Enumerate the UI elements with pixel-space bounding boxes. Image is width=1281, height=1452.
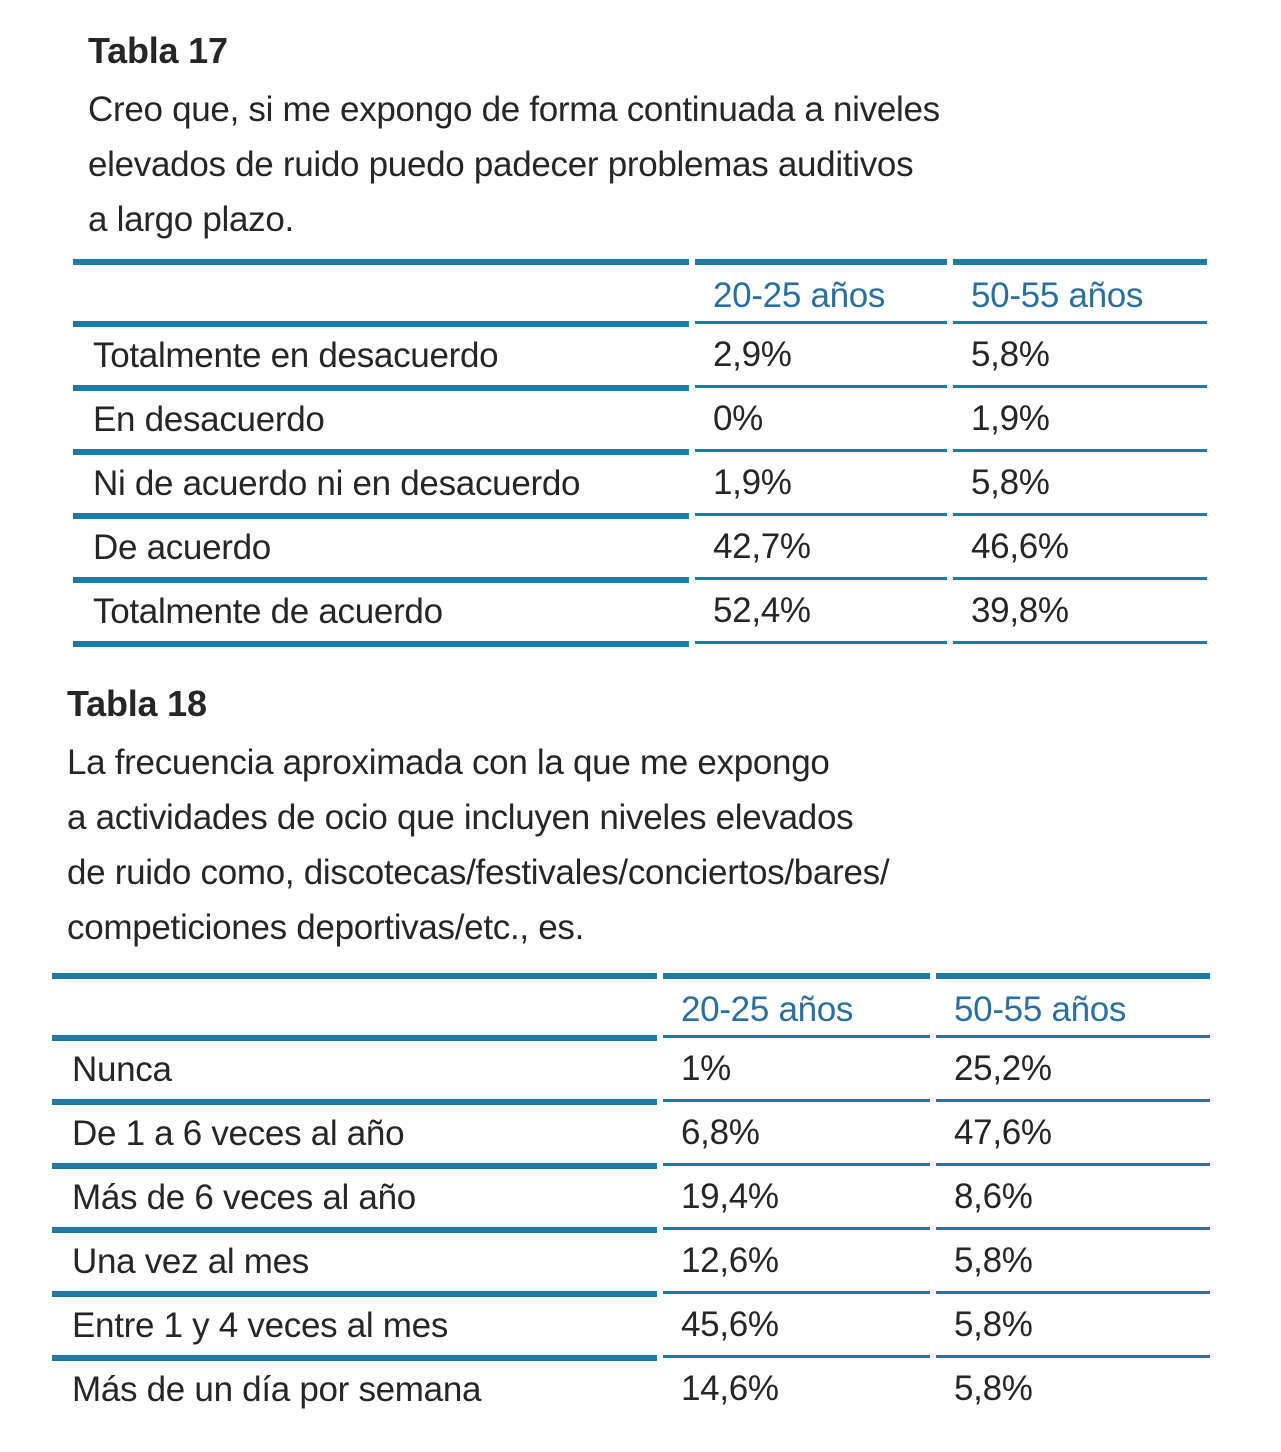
table-row-label: Entre 1 y 4 veces al mes [52, 1291, 657, 1355]
table-cell-value: 39,8% [953, 577, 1207, 641]
table-cell-value: 8,6% [936, 1163, 1210, 1227]
table-18-column-header-50-55: 50-55 años [936, 973, 1210, 1035]
table-cell-value: 52,4% [695, 577, 947, 641]
table-row-label: En desacuerdo [73, 385, 689, 449]
table-cell-value: 19,4% [663, 1163, 930, 1227]
description-line: a largo plazo. [88, 200, 294, 239]
table-17-corner-cell [73, 259, 689, 321]
table-cell-value: 5,8% [953, 449, 1207, 513]
table-bottom-rule [73, 641, 689, 647]
table-row-label: De 1 a 6 veces al año [52, 1099, 657, 1163]
table-cell-value: 14,6% [663, 1355, 930, 1419]
table-17: 20-25 años 50-55 años Totalmente en desa… [73, 259, 1207, 647]
table-cell-value: 12,6% [663, 1227, 930, 1291]
table-17-column-header-20-25: 20-25 años [695, 259, 947, 321]
description-line: competiciones deportivas/etc., es. [67, 908, 585, 947]
table-18-caption: Tabla 18 [67, 683, 207, 724]
table-17-description: Creo que, si me expongo de forma continu… [88, 82, 940, 247]
description-line: de ruido como, discotecas/festivales/con… [67, 853, 890, 892]
table-cell-value: 0% [695, 385, 947, 449]
table-cell-value: 1% [663, 1035, 930, 1099]
table-row-label: Totalmente de acuerdo [73, 577, 689, 641]
table-row-label: Nunca [52, 1035, 657, 1099]
description-line: a actividades de ocio que incluyen nivel… [67, 798, 854, 837]
table-18-corner-cell [52, 973, 657, 1035]
table-bottom-rule [953, 641, 1207, 644]
table-cell-value: 5,8% [936, 1227, 1210, 1291]
table-cell-value: 6,8% [663, 1099, 930, 1163]
table-cell-value: 45,6% [663, 1291, 930, 1355]
table-18: 20-25 años 50-55 años Nunca 1% 25,2% De … [52, 973, 1210, 1419]
table-17-caption: Tabla 17 [88, 30, 228, 71]
table-row-label: De acuerdo [73, 513, 689, 577]
table-cell-value: 42,7% [695, 513, 947, 577]
table-row-label: Totalmente en desacuerdo [73, 321, 689, 385]
table-18-description: La frecuencia aproximada con la que me e… [67, 735, 890, 955]
table-bottom-rule [695, 641, 947, 644]
table-cell-value: 46,6% [953, 513, 1207, 577]
table-cell-value: 5,8% [953, 321, 1207, 385]
table-cell-value: 25,2% [936, 1035, 1210, 1099]
description-line: La frecuencia aproximada con la que me e… [67, 743, 830, 782]
table-cell-value: 1,9% [695, 449, 947, 513]
table-cell-value: 47,6% [936, 1099, 1210, 1163]
table-cell-value: 5,8% [936, 1355, 1210, 1419]
table-row-label: Ni de acuerdo ni en desacuerdo [73, 449, 689, 513]
table-row-label: Más de un día por semana [52, 1355, 657, 1419]
table-17-column-header-50-55: 50-55 años [953, 259, 1207, 321]
table-cell-value: 2,9% [695, 321, 947, 385]
description-line: elevados de ruido puedo padecer problema… [88, 145, 914, 184]
table-row-label: Una vez al mes [52, 1227, 657, 1291]
table-18-column-header-20-25: 20-25 años [663, 973, 930, 1035]
table-cell-value: 1,9% [953, 385, 1207, 449]
table-cell-value: 5,8% [936, 1291, 1210, 1355]
table-row-label: Más de 6 veces al año [52, 1163, 657, 1227]
description-line: Creo que, si me expongo de forma continu… [88, 90, 940, 129]
